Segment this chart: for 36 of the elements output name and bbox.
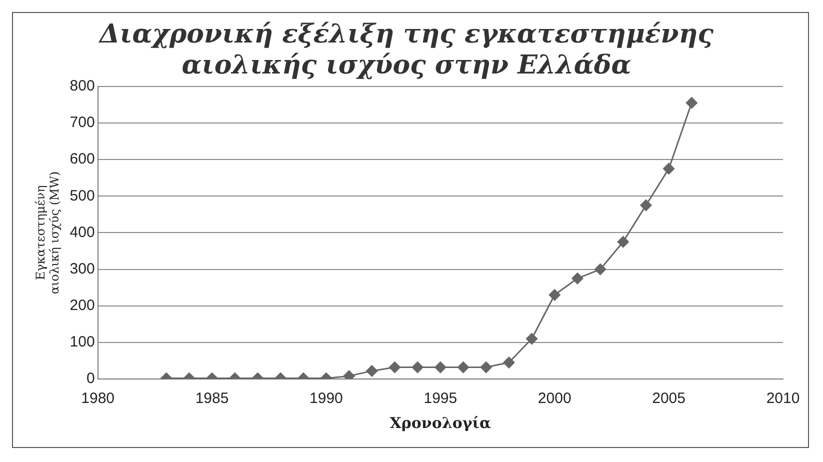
point [458, 362, 470, 374]
x-tick-label: 1995 [424, 390, 458, 408]
text: αιολική ισχύς (MW) [48, 171, 62, 294]
point [572, 272, 584, 284]
text: αιολικής ισχύος στην Ελλάδα [182, 50, 632, 81]
y-tick-label: 700 [70, 114, 95, 132]
y-tick-label: 500 [70, 187, 95, 204]
point [503, 356, 515, 368]
y-tick-label: 100 [70, 334, 95, 351]
y-tick-label: 200 [70, 296, 95, 314]
x-tick-label: 1990 [310, 390, 343, 408]
point [663, 162, 675, 174]
y-tick-label: 600 [70, 150, 95, 168]
point [617, 236, 629, 248]
y-tick-label: 800 [70, 78, 95, 95]
text: Εγκατεστημένη [33, 185, 48, 280]
point [366, 365, 378, 377]
point [480, 362, 492, 374]
y-tick-label: 0 [86, 370, 95, 388]
x-tick-label: 2010 [766, 390, 800, 408]
point [434, 362, 446, 374]
point [548, 289, 560, 301]
x-tick-label: 2005 [652, 390, 686, 408]
point [686, 97, 698, 109]
x-tick-label: 1980 [81, 390, 115, 408]
text: Διαχρονική εξέλιξη της εγκατεστημένης [100, 19, 714, 50]
point [388, 362, 400, 374]
point [640, 200, 652, 212]
point [526, 333, 538, 345]
x-tick-label: 1985 [195, 390, 229, 408]
x-tick-label: 2000 [538, 390, 572, 408]
y-tick-label: 400 [70, 224, 95, 241]
y-tick-label: 300 [70, 260, 95, 278]
point [412, 362, 424, 374]
x-axis-title: Χρονολογία [390, 414, 492, 432]
point [594, 264, 606, 276]
